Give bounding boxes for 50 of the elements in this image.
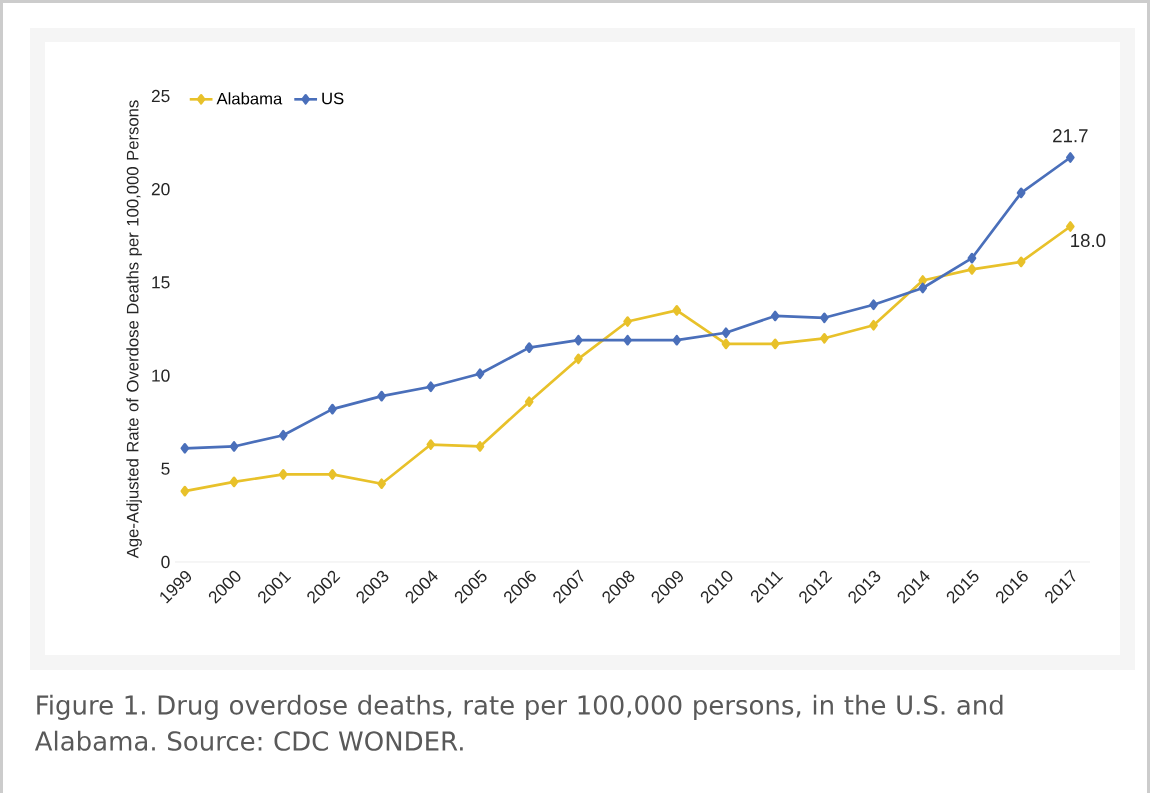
y-tick-label: 15 [152, 276, 170, 289]
legend-label: Alabama [216, 92, 283, 105]
point [328, 469, 337, 480]
point [869, 299, 878, 311]
point [721, 327, 731, 339]
point [623, 316, 632, 327]
point [1016, 256, 1026, 268]
y-axis-title: Age-Adjusted Rate of Overdose Deaths per 100,000 Persons [126, 100, 142, 559]
data-label: 18.0 [1071, 233, 1106, 248]
point [180, 485, 190, 497]
y-tick-label: 25 [151, 89, 170, 103]
point [869, 319, 878, 331]
point [1016, 187, 1026, 199]
point [328, 403, 337, 415]
caption: Figure 1. Drug overdose deaths, rate per 100,000 persons, in the U.S. and Alabama. Source: CDC WONDER. [34, 694, 1003, 751]
point [229, 476, 239, 488]
point [672, 334, 682, 346]
point [377, 390, 386, 402]
point [967, 264, 977, 275]
point [426, 439, 436, 450]
point [1065, 152, 1075, 163]
point [672, 305, 682, 316]
point [820, 332, 829, 344]
point [918, 275, 928, 286]
point [574, 334, 583, 346]
point [770, 310, 780, 322]
point [180, 442, 190, 454]
point [1065, 221, 1075, 232]
point [377, 478, 386, 490]
point [475, 368, 485, 380]
point [278, 429, 288, 441]
point [574, 353, 583, 365]
point [770, 338, 780, 350]
data-label: 21.7 [1053, 129, 1088, 143]
point [475, 441, 485, 452]
point [229, 441, 239, 452]
point [967, 252, 977, 264]
point [278, 469, 288, 480]
point [721, 338, 731, 350]
point [820, 312, 829, 324]
y-tick-label: 0 [161, 555, 170, 569]
y-tick-label: 20 [151, 183, 170, 196]
y-tick-label: 5 [161, 462, 170, 475]
legend-label: US [322, 92, 344, 105]
y-tick-label: 10 [152, 369, 170, 382]
point [524, 396, 534, 408]
point [524, 342, 534, 353]
point [623, 334, 632, 346]
point [918, 282, 928, 294]
point [426, 381, 436, 393]
